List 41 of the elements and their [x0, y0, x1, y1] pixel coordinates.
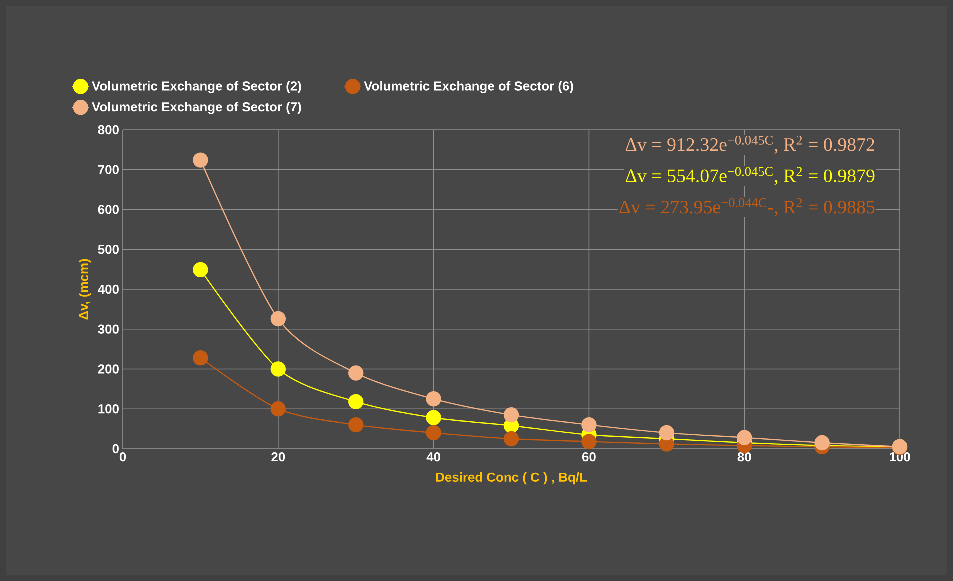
y-axis-title: Δv, (mcm): [78, 259, 92, 320]
point: [659, 425, 675, 441]
annotation: Δv = 912.32e$^{−0.045C}$, R$^{2}$ = 0.9872: [626, 136, 874, 154]
point: [193, 262, 208, 278]
y-tick-label: 200: [98, 364, 119, 374]
x-tick-label: 60: [582, 452, 596, 462]
x-axis-title: Desired Conc ( C ) , Bq/L: [436, 472, 588, 485]
legend-label: Volumetric Exchange of Sector (2): [92, 81, 302, 94]
legend-label: Volumetric Exchange of Sector (6): [364, 81, 574, 94]
point: [814, 435, 830, 451]
y-tick-label: 100: [98, 404, 119, 414]
annotation: Δv = 554.07e$^{−0.045C}$, R$^{2}$ = 0.9879: [626, 167, 875, 186]
point: [348, 417, 364, 433]
y-tick-label: 500: [98, 245, 119, 254]
point: [426, 392, 442, 407]
x-tick-label: 80: [738, 452, 752, 462]
x-tick-label: 40: [426, 452, 440, 462]
y-tick-label: 0: [112, 444, 119, 454]
point: [426, 425, 442, 441]
annotation: Δv = 273.95e$^{−0.044C}$-, R$^{2}$ = 0.9885: [620, 198, 875, 216]
legend-label: Volumetric Exchange of Sector (7): [92, 102, 302, 114]
point: [270, 311, 286, 327]
point: [193, 152, 208, 168]
point: [348, 394, 364, 410]
y-tick-label: 700: [98, 165, 119, 174]
y-tick-label: 400: [98, 284, 119, 294]
point: [270, 362, 286, 377]
point: [737, 430, 752, 446]
point: [193, 350, 208, 366]
point: [270, 402, 286, 417]
x-tick-label: 0: [120, 452, 126, 462]
point: [582, 417, 597, 433]
point: [582, 434, 597, 450]
y-tick-label: 300: [98, 324, 119, 334]
point: [426, 410, 442, 426]
point: [504, 431, 520, 447]
point: [348, 366, 364, 381]
y-tick-label: 600: [98, 205, 119, 214]
y-tick-label: 800: [98, 125, 119, 135]
point: [504, 407, 520, 423]
x-tick-label: 20: [272, 452, 286, 462]
